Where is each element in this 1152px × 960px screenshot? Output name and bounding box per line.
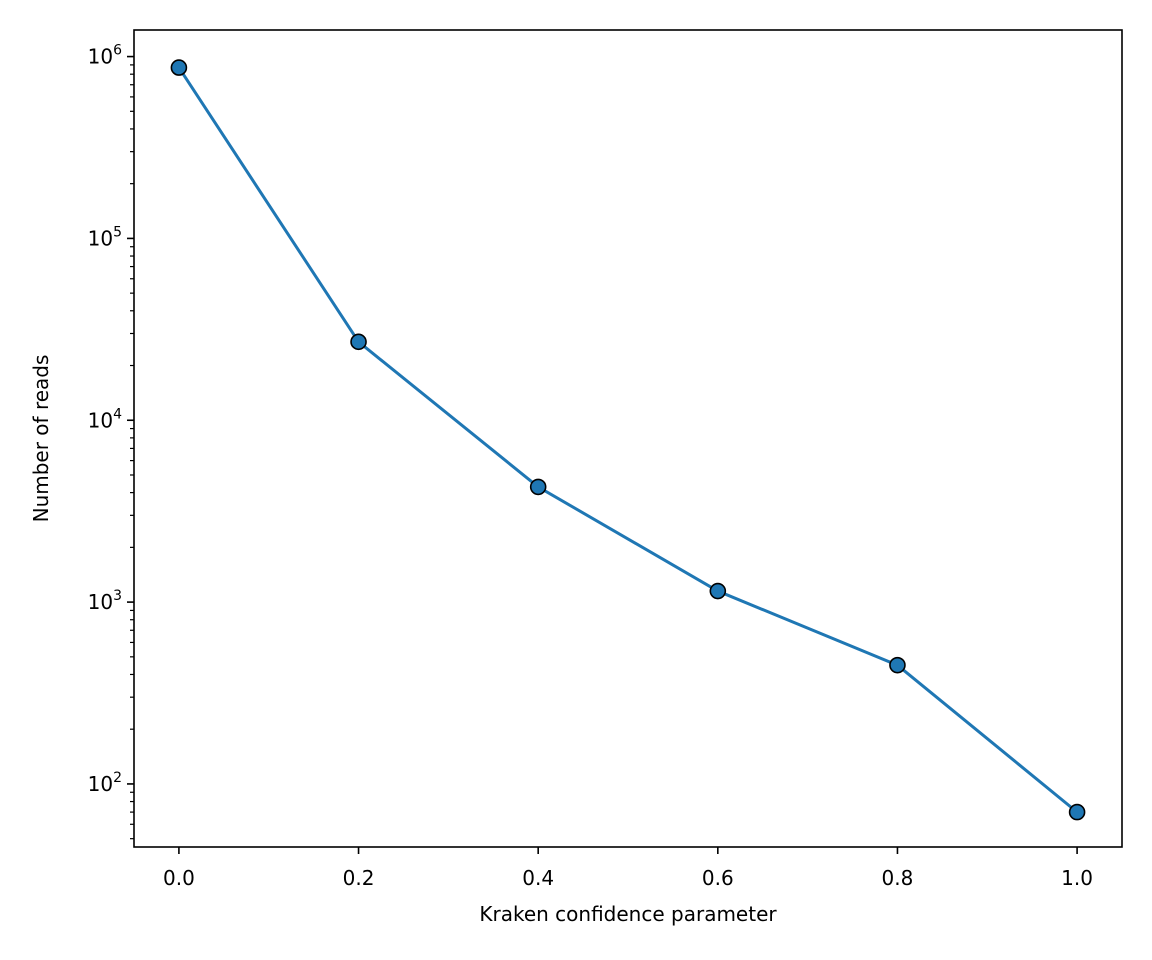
x-tick-label: 0.4 (522, 866, 554, 890)
data-point (529, 478, 547, 496)
series-line (177, 66, 1079, 814)
y-tick-label: 103 (88, 588, 122, 614)
data-point (1068, 803, 1086, 821)
axis-ticks (127, 55, 1078, 854)
y-tick-label: 106 (88, 43, 122, 69)
data-point (889, 656, 906, 674)
y-tick-label: 104 (88, 406, 122, 432)
plot-background (134, 30, 1122, 847)
series-layer (170, 59, 1086, 821)
y-tick-label: 105 (88, 224, 122, 250)
y-axis-label: Number of reads (29, 355, 53, 523)
x-tick-label: 1.0 (1061, 866, 1093, 890)
plot-frame (133, 29, 1123, 848)
data-point (350, 333, 367, 351)
data-point (709, 582, 727, 600)
x-tick-label: 0.2 (343, 866, 375, 890)
data-point (170, 59, 188, 76)
x-tick-label: 0.8 (882, 866, 914, 890)
y-tick-label: 102 (88, 770, 122, 796)
x-tick-label: 0.0 (163, 866, 195, 890)
x-tick-label: 0.6 (702, 866, 734, 890)
tick-labels: 102 103 104 105 106 0.0 0.2 0.4 0.6 0.8 1.0 (88, 43, 1093, 890)
x-axis-label: Kraken confidence parameter (479, 902, 777, 926)
